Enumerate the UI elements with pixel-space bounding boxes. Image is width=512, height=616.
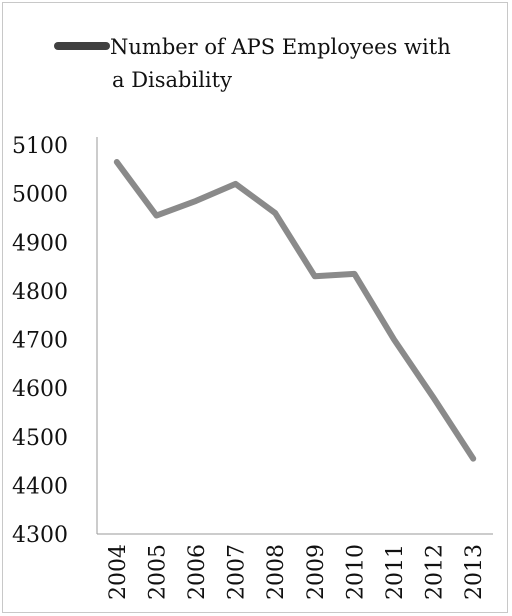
legend-label: a Disability — [112, 68, 232, 92]
y-tick-label: 4500 — [12, 426, 68, 451]
x-tick-label: 2008 — [264, 544, 289, 600]
x-tick-label: 2004 — [106, 544, 131, 600]
legend-label: Number of APS Employees with — [110, 35, 451, 59]
y-tick-label: 4800 — [12, 280, 68, 305]
y-tick-label: 4400 — [12, 474, 68, 499]
x-tick-label: 2009 — [304, 544, 329, 600]
y-tick-label: 4600 — [12, 377, 68, 402]
x-tick-label: 2006 — [185, 544, 210, 600]
x-tick-label: 2005 — [145, 544, 170, 600]
y-tick-label: 4700 — [12, 329, 68, 354]
x-tick-label: 2013 — [462, 544, 487, 600]
x-tick-label: 2012 — [423, 544, 448, 600]
series-line — [113, 159, 477, 462]
y-tick-label: 4900 — [12, 231, 68, 256]
y-tick-label: 4300 — [12, 523, 68, 548]
x-tick-label: 2007 — [225, 544, 250, 600]
y-tick-label: 5000 — [12, 183, 68, 208]
x-tick-label: 2010 — [343, 544, 368, 600]
x-tick-label: 2011 — [383, 544, 408, 600]
y-tick-label: 5100 — [12, 134, 68, 159]
